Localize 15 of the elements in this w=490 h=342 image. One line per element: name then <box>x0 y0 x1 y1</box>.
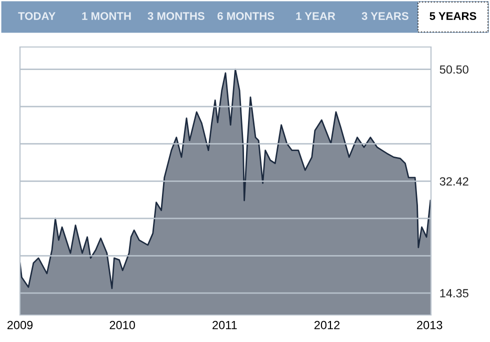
x-tick-label: 2013 <box>417 320 442 330</box>
text: 6 MONTHS <box>218 12 274 20</box>
text: 3 MONTHS <box>148 12 204 20</box>
y-tick-label: 14.35 <box>440 289 468 298</box>
x-tick-label: 2011 <box>212 320 237 330</box>
text: 1 MONTH <box>82 12 131 20</box>
text: 1 YEAR <box>296 12 336 20</box>
text: 5 YEARS <box>430 12 476 20</box>
y-tick-label: 50.50 <box>440 65 468 74</box>
text: 3 YEARS <box>362 12 408 20</box>
y-tick-label: 32.42 <box>440 177 468 186</box>
x-tick-label: 2012 <box>314 320 340 330</box>
text: TODAY <box>18 12 56 20</box>
x-tick-label: 2010 <box>110 320 135 330</box>
x-tick-label: 2009 <box>7 320 33 330</box>
